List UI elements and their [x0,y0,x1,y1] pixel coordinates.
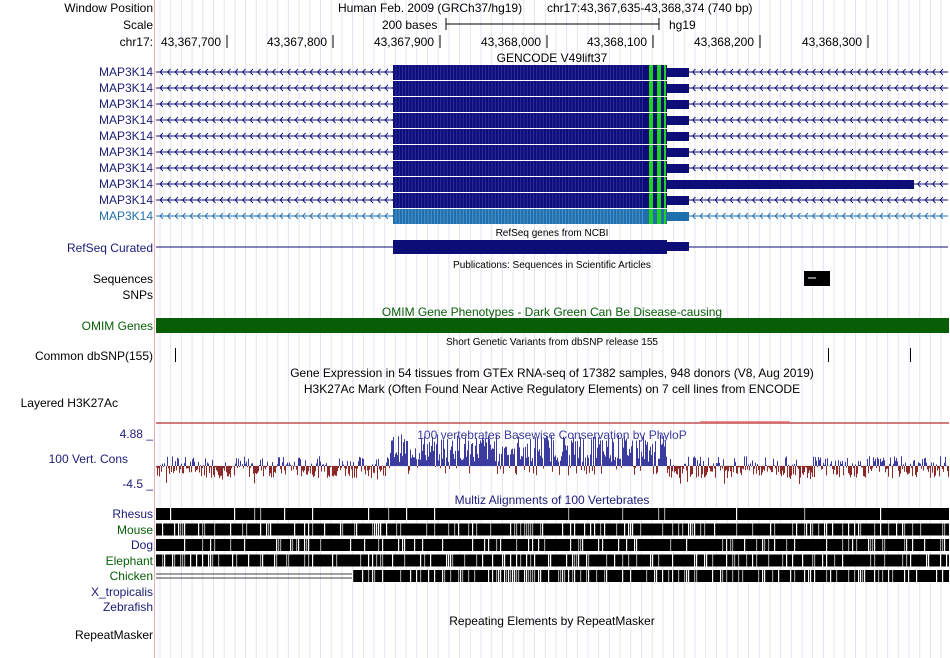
scale-label: Scale [122,18,153,32]
multiz-species-row[interactable] [156,523,949,536]
gencode-gene-label[interactable]: MAP3K14 [98,209,153,223]
ruler-tick-label: 43,368,200 [694,35,754,49]
gencode-gene-label[interactable]: MAP3K14 [98,177,153,191]
publications-title: Publications: Sequences in Scientific Ar… [453,260,651,271]
multiz-species-label[interactable]: Chicken [109,569,153,583]
multiz-species-label[interactable]: Mouse [116,522,153,537]
multiz-species-label[interactable]: Rhesus [112,507,153,521]
db-text: hg19 [669,18,696,32]
repeatmasker-title: Repeating Elements by RepeatMasker [449,614,654,628]
gencode-gene-label[interactable]: MAP3K14 [98,145,153,159]
gencode-transcript[interactable] [156,177,948,192]
dbsnp-label[interactable]: Common dbSNP(155) [34,349,153,363]
gencode-transcript[interactable] [156,97,948,112]
gencode-gene-label[interactable]: MAP3K14 [98,97,153,111]
phylop-max-label: 4.88 _ [119,427,153,441]
gencode-transcript[interactable] [156,65,948,80]
gencode-transcript[interactable] [156,209,948,224]
h3k27ac-title: H3K27Ac Mark (Often Found Near Active Re… [304,382,800,396]
gencode-transcript[interactable] [156,161,948,176]
gencode-gene-label[interactable]: MAP3K14 [98,129,153,143]
dbsnp-title: Short Genetic Variants from dbSNP releas… [446,337,658,348]
scale-text: 200 bases [382,18,437,32]
position-text: chr17:43,367,635-43,368,374 (740 bp) [547,1,753,15]
gencode-gene-label[interactable]: MAP3K14 [98,113,153,127]
h3k27ac-label[interactable]: Layered H3K27Ac [20,396,118,410]
chr-label: chr17: [119,35,153,49]
window-position-label: Window Position [64,1,153,15]
multiz-species-label[interactable]: Dog [130,538,153,552]
multiz-species-label[interactable]: Zebrafish [102,600,153,614]
multiz-species-row[interactable] [156,570,949,582]
gencode-gene-label[interactable]: MAP3K14 [98,81,153,95]
phylop-min-label: -4.5 _ [122,477,153,491]
gencode-gene-label[interactable]: MAP3K14 [98,161,153,175]
gencode-transcript[interactable] [156,145,948,160]
multiz-species-row[interactable] [156,539,949,551]
gencode-transcript[interactable] [156,193,948,208]
h3k27ac-signal[interactable] [156,421,949,424]
ruler-tick-label: 43,367,900 [374,35,434,49]
snps-label[interactable]: SNPs [122,288,153,302]
omim-bar[interactable] [156,318,949,333]
assembly-text: Human Feb. 2009 (GRCh37/hg19) [338,1,522,15]
ruler-tick-label: 43,368,000 [481,35,541,49]
repeatmasker-label[interactable]: RepeatMasker [74,628,153,642]
gencode-gene-label[interactable]: MAP3K14 [98,193,153,207]
multiz-title: Multiz Alignments of 100 Vertebrates [455,493,650,507]
gencode-title: GENCODE V49lift37 [497,51,608,65]
omim-title: OMIM Gene Phenotypes - Dark Green Can Be… [382,305,722,319]
scale-bar [445,18,660,30]
refseq-title: RefSeq genes from NCBI [496,228,609,239]
ruler-tick-label: 43,368,100 [587,35,647,49]
multiz-species-label[interactable]: X_tropicalis [90,584,153,599]
gencode-transcript[interactable] [156,81,948,96]
gencode-transcript[interactable] [156,129,948,144]
phylop-signal[interactable] [156,434,949,484]
sequences-label[interactable]: Sequences [92,272,153,286]
label-separator [154,0,155,658]
gtex-title: Gene Expression in 54 tissues from GTEx … [290,366,814,380]
gencode-transcript[interactable] [156,113,948,128]
phylop-label[interactable]: 100 Vert. Cons [48,452,128,466]
multiz-species-row[interactable] [156,508,949,520]
refseq-transcript[interactable] [156,240,948,254]
phylop-title: 100 vertebrates Basewise Conservation by… [417,428,686,442]
omim-label[interactable]: OMIM Genes [81,319,153,333]
ruler-tick-label: 43,367,700 [161,35,221,49]
gencode-transcripts[interactable] [156,65,948,224]
ruler-tick-label: 43,367,800 [267,35,327,49]
ruler-tick-label: 43,368,300 [802,35,862,49]
multiz-alignments[interactable] [156,508,949,582]
position-ruler: 43,367,700 43,367,800 43,367,900 43,368,000… [161,35,869,49]
dbsnp-variants[interactable] [175,348,911,362]
gencode-gene-label[interactable]: MAP3K14 [98,65,153,79]
publication-sequence-match[interactable] [804,271,830,286]
multiz-species-row[interactable] [156,554,949,567]
multiz-species-label[interactable]: Elephant [105,553,153,568]
refseq-label[interactable]: RefSeq Curated [66,241,153,255]
